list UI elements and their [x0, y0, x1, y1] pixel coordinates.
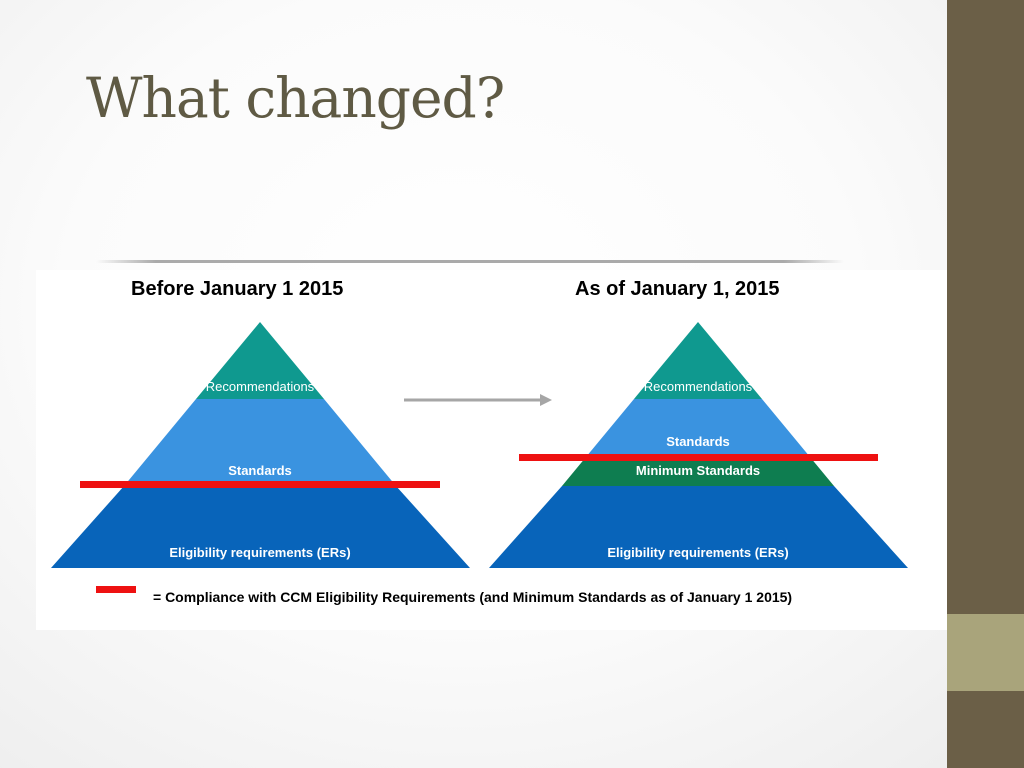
before-label-standards: Standards — [228, 463, 292, 478]
before-compliance-line — [80, 481, 440, 488]
legend-swatch — [96, 586, 136, 593]
after-label-standards: Standards — [666, 434, 730, 449]
transition-arrow — [404, 394, 552, 406]
after-label-minimum-standards: Minimum Standards — [636, 463, 760, 478]
after-tier-recommendations — [634, 322, 762, 399]
after-tier-minimum-standards — [562, 457, 834, 486]
before-label-eligibility: Eligibility requirements (ERs) — [169, 545, 350, 560]
before-tier-recommendations — [196, 322, 324, 399]
slide-title: What changed? — [86, 66, 505, 130]
legend-text: = Compliance with CCM Eligibility Requir… — [153, 589, 793, 605]
before-tier-standards — [124, 399, 396, 486]
before-pyramid: Recommendations Standards Eligibility re… — [51, 322, 470, 568]
before-heading: Before January 1 2015 — [131, 278, 344, 300]
after-label-recommendations: Recommendations — [644, 379, 753, 394]
after-pyramid: Recommendations Standards Minimum Standa… — [489, 322, 908, 568]
after-compliance-line — [519, 454, 878, 461]
before-tier-eligibility — [51, 486, 470, 568]
sidebar-accent-block — [947, 614, 1024, 691]
after-heading: As of January 1, 2015 — [575, 278, 780, 300]
after-tier-standards — [586, 399, 810, 457]
before-label-recommendations: Recommendations — [206, 379, 315, 394]
after-label-eligibility: Eligibility requirements (ERs) — [607, 545, 788, 560]
title-divider — [96, 260, 844, 263]
arrow-head — [540, 394, 552, 406]
after-tier-eligibility — [489, 486, 908, 568]
